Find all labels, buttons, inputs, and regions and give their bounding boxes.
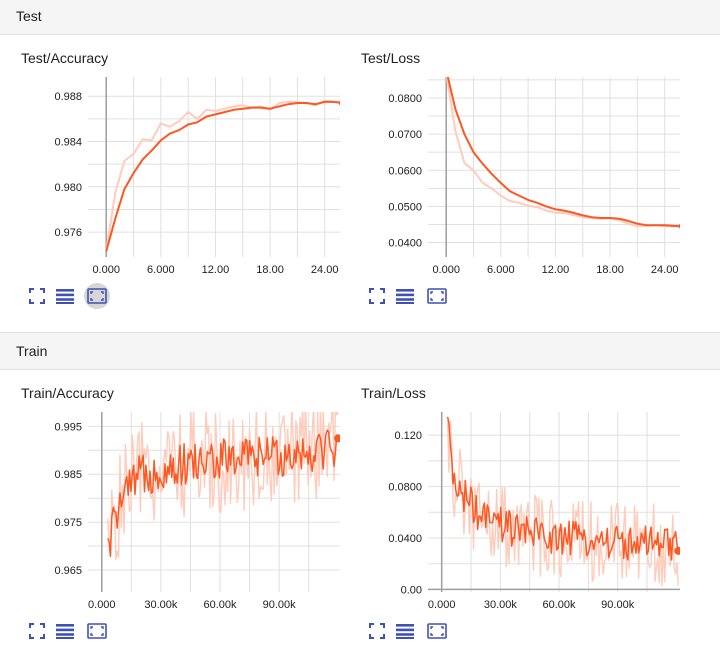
chart-card-test-loss: Test/Loss 0.000 6.000 12.00 18.00 24.00 0.0400… bbox=[340, 35, 680, 304]
y-tick-label: 0.984 bbox=[54, 137, 82, 149]
y-tick-label: 0.120 bbox=[394, 430, 422, 442]
data-table-button[interactable] bbox=[52, 283, 78, 309]
y-tick-label: 0.988 bbox=[54, 91, 82, 103]
series-group bbox=[445, 77, 680, 228]
smoothed-series-line bbox=[446, 77, 680, 228]
chart-svg: 0.000 6.000 12.00 18.00 24.00 0.0400 0.0500 0.0… bbox=[388, 77, 680, 276]
y-tick-label: 0.0500 bbox=[388, 201, 422, 213]
fit-domain-icon bbox=[87, 288, 107, 304]
raw-series-line bbox=[445, 77, 680, 228]
raw-series-line bbox=[446, 420, 679, 587]
x-tick-label: 60.00k bbox=[203, 599, 237, 611]
series-group bbox=[105, 99, 340, 252]
x-tick-label: 18.00 bbox=[256, 264, 284, 276]
data-table-icon bbox=[396, 623, 414, 639]
y-tick-label: 0.985 bbox=[54, 469, 82, 481]
expand-icon bbox=[369, 623, 385, 639]
expand-button[interactable] bbox=[24, 618, 50, 644]
expand-icon bbox=[29, 623, 45, 639]
y-tick-label: 0.976 bbox=[54, 227, 82, 239]
y-tick-label: 0.0400 bbox=[388, 238, 422, 250]
chart-svg: 0.000 30.00k 60.00k 90.00k 0.00 0.0400 0.0800 0… bbox=[388, 412, 680, 611]
x-tick-label: 30.00k bbox=[144, 599, 178, 611]
x-tick-label: 6.000 bbox=[147, 264, 175, 276]
x-tick-label: 0.000 bbox=[428, 599, 456, 611]
chart-title: Train/Accuracy bbox=[21, 385, 114, 401]
raw-series-line bbox=[107, 412, 339, 560]
last-point-marker bbox=[334, 434, 340, 443]
y-tick-label: 0.0700 bbox=[388, 129, 422, 141]
data-table-button[interactable] bbox=[392, 283, 418, 309]
expand-button[interactable] bbox=[364, 618, 390, 644]
last-point-marker bbox=[338, 100, 340, 106]
x-tick-label: 18.00 bbox=[596, 264, 624, 276]
expand-icon bbox=[29, 288, 45, 304]
y-tick-label: 0.995 bbox=[54, 421, 82, 433]
data-table-icon bbox=[56, 288, 74, 304]
data-table-icon bbox=[56, 623, 74, 639]
section-header-test[interactable]: Test bbox=[0, 0, 720, 34]
smoothed-series-line bbox=[105, 100, 340, 252]
y-tick-label: 0.0600 bbox=[388, 165, 422, 177]
last-point-marker bbox=[674, 546, 680, 555]
x-tick-label: 12.00 bbox=[542, 264, 570, 276]
x-tick-label: 24.00 bbox=[311, 264, 339, 276]
expand-icon bbox=[369, 288, 385, 304]
smoothed-series-line bbox=[446, 416, 680, 561]
x-tick-label: 24.00 bbox=[651, 264, 679, 276]
fit-domain-button[interactable] bbox=[84, 618, 110, 644]
y-tick-label: 0.0800 bbox=[388, 482, 422, 494]
fit-domain-button[interactable] bbox=[424, 283, 450, 309]
section-title: Test bbox=[16, 8, 42, 24]
data-table-icon bbox=[396, 288, 414, 304]
raw-series-line bbox=[105, 99, 340, 252]
series-group bbox=[107, 412, 339, 560]
y-tick-label: 0.00 bbox=[401, 584, 422, 596]
last-point-marker bbox=[678, 223, 680, 230]
chart-title: Test/Loss bbox=[361, 50, 421, 66]
x-tick-label: 60.00k bbox=[543, 599, 577, 611]
y-tick-label: 0.975 bbox=[54, 517, 82, 529]
chart-card-test-accuracy: Test/Accuracy 0.000 6.000 12.00 18.00 24.00 0.… bbox=[0, 35, 340, 309]
x-tick-label: 0.000 bbox=[432, 264, 460, 276]
chart-svg: 0.000 6.000 12.00 18.00 24.00 0.976 0.980 0.984… bbox=[54, 77, 340, 276]
y-tick-label: 0.965 bbox=[54, 565, 82, 577]
x-tick-label: 90.00k bbox=[601, 599, 635, 611]
x-tick-label: 6.000 bbox=[487, 264, 515, 276]
y-tick-label: 0.0400 bbox=[388, 533, 422, 545]
x-tick-label: 0.000 bbox=[88, 599, 116, 611]
smoothed-series-line bbox=[107, 429, 339, 557]
fit-domain-icon bbox=[427, 288, 447, 304]
x-tick-label: 30.00k bbox=[484, 599, 518, 611]
section-header-train[interactable]: Train bbox=[0, 335, 720, 369]
fit-domain-button[interactable] bbox=[424, 618, 450, 644]
y-tick-label: 0.980 bbox=[54, 182, 82, 194]
y-tick-label: 0.0800 bbox=[388, 93, 422, 105]
chart-title: Train/Loss bbox=[361, 385, 426, 401]
expand-button[interactable] bbox=[24, 283, 50, 309]
x-tick-label: 0.000 bbox=[92, 264, 120, 276]
fit-domain-icon bbox=[427, 623, 447, 639]
series-group bbox=[446, 416, 680, 587]
data-table-button[interactable] bbox=[52, 618, 78, 644]
section-title: Train bbox=[16, 343, 48, 359]
chart-svg: 0.000 30.00k 60.00k 90.00k 0.965 0.975 0.985 0.… bbox=[54, 412, 340, 611]
chart-title: Test/Accuracy bbox=[21, 50, 109, 66]
x-tick-label: 12.00 bbox=[202, 264, 230, 276]
section-panel-train: Train/Accuracy 0.000 30.00k 60.00k 90.00k 0.9… bbox=[0, 369, 720, 665]
x-tick-label: 90.00k bbox=[263, 599, 297, 611]
fit-domain-icon bbox=[87, 623, 107, 639]
chart-card-train-accuracy: Train/Accuracy 0.000 30.00k 60.00k 90.00k 0.9… bbox=[0, 370, 340, 639]
section-panel-test: Test/Accuracy 0.000 6.000 12.00 18.00 24.00 0.… bbox=[0, 34, 720, 333]
chart-card-train-loss: Train/Loss 0.000 30.00k 60.00k 90.00k 0.00 0.0… bbox=[340, 370, 680, 639]
data-table-button[interactable] bbox=[392, 618, 418, 644]
fit-domain-button[interactable] bbox=[84, 283, 110, 309]
expand-button[interactable] bbox=[364, 283, 390, 309]
